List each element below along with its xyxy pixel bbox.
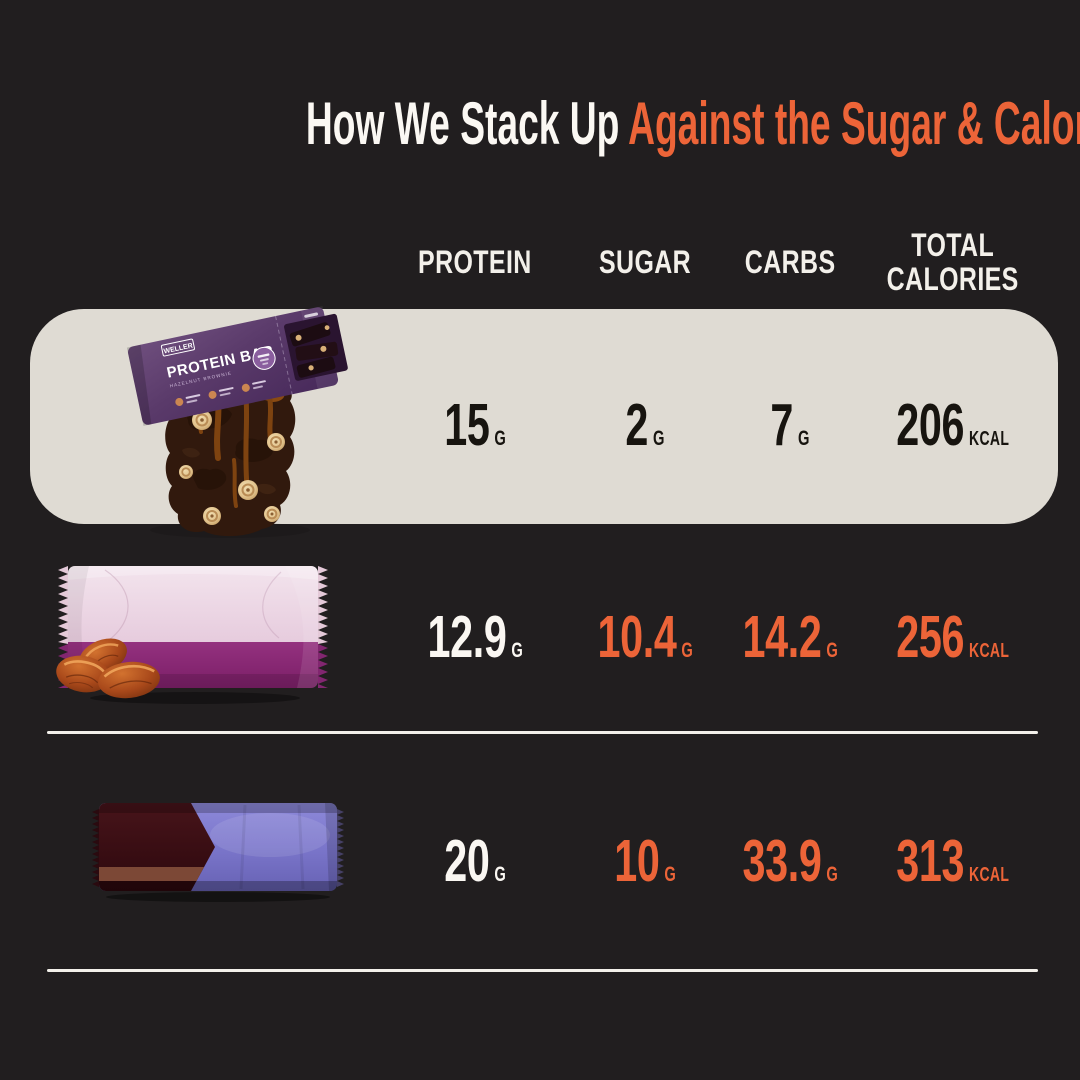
- value-number: 256: [895, 604, 964, 670]
- value-unit: G: [511, 639, 523, 662]
- wrapped-bar-illustration: [92, 803, 344, 902]
- hero-protein-value: 15 G: [388, 396, 562, 455]
- dates-fruit: [56, 638, 300, 704]
- column-header-sugar: SUGAR: [561, 212, 729, 312]
- value-number: 10: [614, 828, 660, 894]
- value-unit: KCAL: [968, 864, 1010, 886]
- hero-wrapper-claim-icons: [175, 380, 266, 406]
- column-header-carbs-label: CARBS: [744, 244, 836, 280]
- value-unit: KCAL: [968, 428, 1010, 450]
- competitor2-carbs-value: 33.9 G: [723, 832, 857, 891]
- value-unit: G: [652, 427, 665, 450]
- value-unit: G: [681, 639, 693, 662]
- value-number: 12.9: [427, 604, 507, 670]
- value-number: 206: [895, 392, 964, 458]
- competitor1-calories-value: 256 KCAL: [850, 608, 1055, 667]
- competitor1-protein-value: 12.9 G: [388, 608, 562, 667]
- total-line2: CALORIES: [886, 261, 1019, 297]
- column-header-carbs: CARBS: [723, 212, 857, 312]
- value-number: 20: [444, 828, 490, 894]
- hero-product-image: WELLER PROTEIN BAR HAZELNUT BROWNIE: [96, 300, 376, 545]
- competitor2-sugar-value: 10 G: [561, 832, 729, 891]
- value-unit: G: [494, 427, 506, 450]
- competitor-wrapped-bar-image: [85, 793, 351, 905]
- value-number: 15: [444, 392, 490, 458]
- row-divider-2: [47, 969, 1038, 972]
- title-white-part: How We Stack Up: [305, 90, 620, 157]
- title-orange-part: Against the Sugar & Calorie Overload!: [628, 90, 1080, 157]
- competitor-date-bar-image: [45, 550, 345, 715]
- column-header-protein: PROTEIN: [388, 212, 562, 312]
- competitor1-carbs-value: 14.2 G: [723, 608, 857, 667]
- total-line1: TOTAL: [911, 227, 994, 263]
- column-header-total-calories: TOTAL CALORIES: [850, 212, 1055, 312]
- value-number: 33.9: [742, 828, 822, 894]
- value-unit: G: [797, 427, 810, 450]
- value-number: 313: [895, 828, 964, 894]
- row-divider-1: [47, 731, 1038, 734]
- competitor2-protein-value: 20 G: [388, 832, 562, 891]
- value-number: 2: [625, 392, 648, 458]
- column-header-total-calories-label: TOTAL CALORIES: [886, 228, 1018, 296]
- hero-wrapper: WELLER PROTEIN BAR HAZELNUT BROWNIE: [126, 306, 348, 426]
- value-number: 10.4: [597, 604, 677, 670]
- hero-protein-bar-illustration: WELLER PROTEIN BAR HAZELNUT BROWNIE: [126, 306, 348, 538]
- hero-wrapper-photo: [284, 313, 348, 381]
- date-bar-illustration: [56, 566, 328, 704]
- competitor2-calories-value: 313 KCAL: [850, 832, 1055, 891]
- value-unit: G: [826, 639, 838, 662]
- hero-wrapper-badge: [252, 346, 276, 370]
- value-unit: KCAL: [968, 640, 1010, 662]
- value-unit: G: [664, 863, 676, 886]
- hero-calories-value: 206 KCAL: [850, 396, 1055, 455]
- value-number: 14.2: [742, 604, 822, 670]
- competitor1-sugar-value: 10.4 G: [561, 608, 729, 667]
- value-unit: G: [826, 863, 838, 886]
- column-header-sugar-label: SUGAR: [598, 244, 692, 280]
- hazelnut-pieces: [179, 410, 285, 525]
- column-header-protein-label: PROTEIN: [418, 244, 532, 280]
- value-unit: G: [494, 863, 506, 886]
- value-number: 7: [770, 392, 793, 458]
